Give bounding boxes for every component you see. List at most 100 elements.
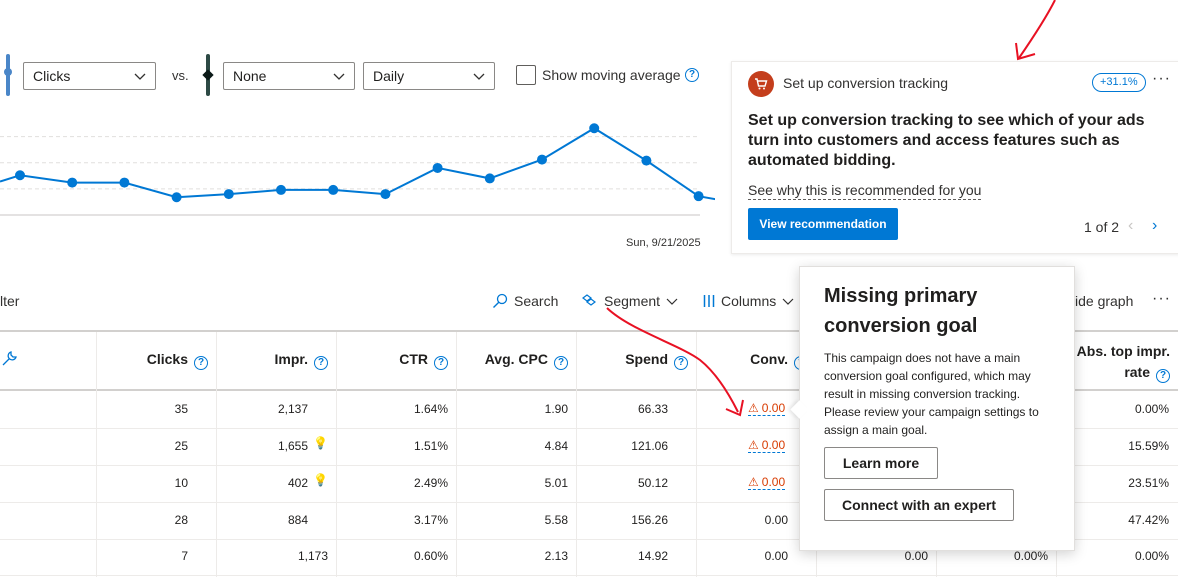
cell-impr: 402 xyxy=(287,476,308,490)
columns-button[interactable]: Columns xyxy=(703,293,794,309)
cell-cpc: 5.01 xyxy=(544,476,568,490)
filter-button[interactable]: lter xyxy=(0,293,19,309)
header-ctr[interactable]: CTR? xyxy=(336,351,448,370)
chevron-left-icon[interactable]: ‹ xyxy=(1128,217,1134,234)
data-point[interactable] xyxy=(693,191,704,202)
series-line xyxy=(0,127,715,201)
shopping-cart-icon xyxy=(748,71,774,97)
more-options-icon[interactable]: ··· xyxy=(1152,70,1171,87)
cell-col7: 0.00 xyxy=(904,549,928,563)
cell-conv-warning[interactable]: ⚠ 0.00 xyxy=(748,438,786,453)
recommendation-card: Set up conversion tracking +31.1% ··· Se… xyxy=(731,61,1178,254)
connect-expert-button[interactable]: Connect with an expert xyxy=(824,489,1014,521)
interval-value: Daily xyxy=(373,68,405,84)
search-label: Search xyxy=(514,293,559,309)
data-point[interactable] xyxy=(67,177,78,188)
lightbulb-icon[interactable]: 💡 xyxy=(313,436,328,450)
help-icon[interactable]: ? xyxy=(554,356,568,370)
data-point[interactable] xyxy=(589,123,600,134)
header-spend[interactable]: Spend? xyxy=(576,351,688,370)
header-spend-label: Spend xyxy=(625,351,668,367)
data-point[interactable] xyxy=(537,154,547,165)
annotation-arrow-head xyxy=(1015,42,1036,61)
filter-label: lter xyxy=(0,293,20,309)
vs-label: vs. xyxy=(172,68,189,83)
interval-select[interactable]: Daily xyxy=(363,62,495,90)
moving-average-checkbox[interactable] xyxy=(516,65,536,85)
row-divider xyxy=(0,502,1178,503)
header-impr[interactable]: Impr.? xyxy=(216,351,328,370)
recommendation-badge: +31.1% xyxy=(1092,73,1146,92)
data-point[interactable] xyxy=(15,170,25,181)
data-point[interactable] xyxy=(119,177,130,188)
data-point[interactable] xyxy=(171,192,182,203)
search-button[interactable]: Search xyxy=(492,293,558,309)
why-recommended-link[interactable]: See why this is recommended for you xyxy=(748,182,982,200)
cell-impr: 884 xyxy=(287,513,308,527)
data-point[interactable] xyxy=(328,184,339,195)
cell-clicks: 10 xyxy=(174,476,188,490)
help-icon[interactable]: ? xyxy=(194,356,208,370)
header-abs-top-line1: Abs. top impr. xyxy=(1076,343,1170,359)
chevron-down-icon xyxy=(134,73,146,80)
cell-cpc: 2.13 xyxy=(544,549,568,563)
cell-cpc: 5.58 xyxy=(544,513,568,527)
column-divider xyxy=(216,332,217,577)
cell-spend: 14.92 xyxy=(637,549,668,563)
cell-conv: 0.00 xyxy=(761,475,786,489)
chevron-down-icon xyxy=(473,73,485,80)
cell-conv-warning[interactable]: ⚠ 0.00 xyxy=(748,401,786,416)
cell-ctr: 2.49% xyxy=(413,476,448,490)
help-icon[interactable]: ? xyxy=(434,356,448,370)
recommendation-kicker: Set up conversion tracking xyxy=(783,75,948,91)
data-point[interactable] xyxy=(484,173,495,184)
chevron-down-icon xyxy=(333,73,345,80)
cell-conv: 0.00 xyxy=(764,549,788,563)
data-point[interactable] xyxy=(432,162,443,173)
segment-button[interactable]: Segment xyxy=(582,293,678,309)
metric2-select[interactable]: None xyxy=(223,62,355,90)
wrench-icon[interactable] xyxy=(0,350,18,368)
help-icon[interactable]: ? xyxy=(314,356,328,370)
help-icon[interactable]: ? xyxy=(1156,369,1170,383)
column-divider xyxy=(96,332,97,577)
hide-graph-button[interactable]: ide graph xyxy=(1075,293,1133,309)
header-abs-top-line2: rate xyxy=(1124,364,1150,380)
column-divider xyxy=(336,332,337,577)
chart-last-date: Sun, 9/21/2025 xyxy=(626,237,701,249)
data-point[interactable] xyxy=(380,189,391,200)
cell-conv: 0.00 xyxy=(764,513,788,527)
data-point[interactable] xyxy=(641,155,652,166)
cell-clicks: 35 xyxy=(174,402,188,416)
data-point[interactable] xyxy=(276,184,286,195)
chevron-right-icon[interactable]: › xyxy=(1152,217,1158,234)
columns-label: Columns xyxy=(721,293,777,309)
learn-more-button[interactable]: Learn more xyxy=(824,447,938,479)
cell-ctr: 0.60% xyxy=(413,549,448,563)
more-options-icon[interactable]: ··· xyxy=(1152,290,1171,307)
header-avg-cpc[interactable]: Avg. CPC? xyxy=(456,351,568,370)
header-abs-top-impr-rate[interactable]: Abs. top impr. rate? xyxy=(1056,341,1170,383)
cell-col8: 0.00% xyxy=(1013,549,1048,563)
row-divider xyxy=(0,428,1178,429)
table-header-border xyxy=(0,389,1178,391)
cell-abs-top: 0.00% xyxy=(1134,402,1169,416)
help-icon[interactable]: ? xyxy=(674,356,688,370)
annotation-arrow-head xyxy=(725,399,744,417)
cell-conv-warning[interactable]: ⚠ 0.00 xyxy=(748,475,786,490)
cell-impr: 1,173 xyxy=(297,549,328,563)
metric1-select[interactable]: Clicks xyxy=(23,62,156,90)
recommendation-pager: 1 of 2 xyxy=(1084,219,1120,235)
view-recommendation-button[interactable]: View recommendation xyxy=(748,208,898,240)
data-point[interactable] xyxy=(223,189,234,200)
header-clicks[interactable]: Clicks? xyxy=(96,351,208,370)
help-icon[interactable]: ? xyxy=(685,68,699,82)
cell-impr: 1,655 xyxy=(277,439,308,453)
metric1-color-dot xyxy=(4,68,12,76)
header-conv-label: Conv. xyxy=(750,351,788,367)
lightbulb-icon[interactable]: 💡 xyxy=(313,473,328,487)
chevron-down-icon xyxy=(666,298,678,305)
header-impr-label: Impr. xyxy=(274,351,308,367)
segment-label: Segment xyxy=(604,293,661,309)
